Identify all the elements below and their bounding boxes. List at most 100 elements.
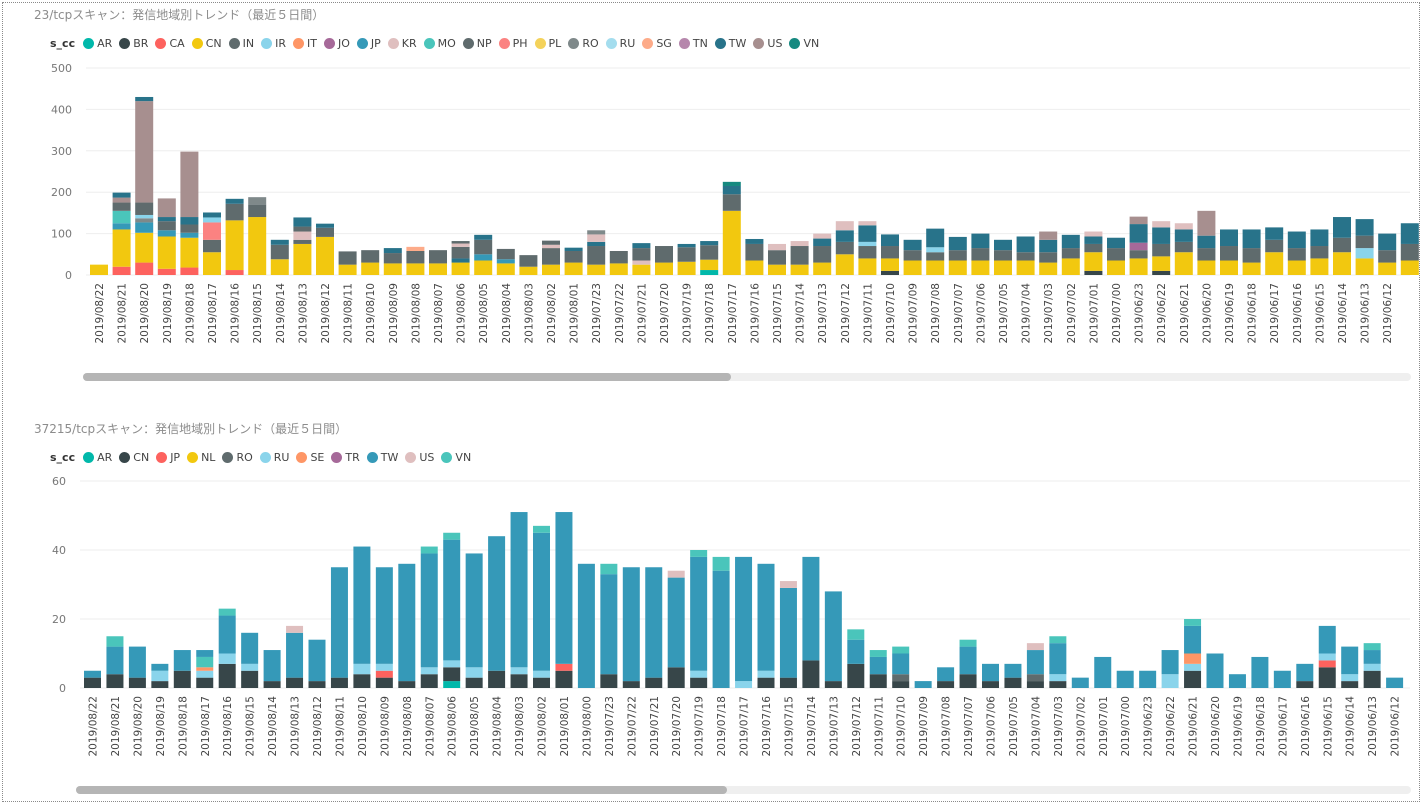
bar-stack[interactable] [248, 197, 267, 275]
bar-stack[interactable] [1084, 231, 1103, 275]
bar-stack[interactable] [609, 250, 628, 275]
bar-segment-cn[interactable] [112, 229, 131, 267]
bar-stack[interactable] [429, 250, 447, 275]
bar-segment-cn[interactable] [1039, 262, 1058, 275]
bar-stack[interactable] [1016, 236, 1035, 275]
bar-segment-cn[interactable] [677, 261, 696, 275]
bar-segment-cn[interactable] [690, 677, 708, 688]
bar-segment-tw[interactable] [1161, 650, 1179, 675]
bar-segment-jp[interactable] [112, 223, 131, 230]
bar-segment-tw[interactable] [1273, 670, 1291, 688]
bar-segment-cn[interactable] [971, 260, 990, 275]
bar-segment-np[interactable] [655, 246, 673, 263]
bar-stack[interactable] [1116, 670, 1134, 688]
bar-segment-cn[interactable] [722, 210, 741, 275]
bar-segment-cn[interactable] [1184, 670, 1202, 688]
bar-segment-tw[interactable] [1039, 239, 1058, 253]
bar-segment-sg[interactable] [406, 246, 425, 251]
bar-segment-tw[interactable] [1310, 229, 1329, 247]
bar-segment-np[interactable] [1084, 243, 1103, 253]
bar-segment-kr[interactable] [813, 233, 832, 239]
bar-segment-us[interactable] [157, 198, 176, 218]
bar-segment-br[interactable] [881, 270, 899, 275]
bar-stack[interactable] [203, 212, 221, 275]
bar-segment-cn[interactable] [361, 262, 380, 275]
bar-segment-np[interactable] [1197, 248, 1216, 261]
legend-item-jp[interactable]: JP [356, 37, 381, 50]
bar-segment-cn[interactable] [903, 260, 922, 275]
bar-segment-tw[interactable] [286, 632, 304, 678]
legend-item-ro[interactable]: RO [222, 451, 253, 464]
bar-segment-cn[interactable] [542, 264, 560, 275]
bar-stack[interactable] [1107, 237, 1125, 275]
bar-stack[interactable] [533, 525, 550, 688]
bar-segment-np[interactable] [745, 243, 764, 261]
bar-stack[interactable] [519, 255, 538, 275]
bar-stack[interactable] [712, 556, 730, 688]
bar-segment-np[interactable] [1174, 241, 1193, 253]
bar-segment-np[interactable] [677, 247, 696, 262]
bar-segment-ru[interactable] [533, 670, 550, 678]
bar-segment-cn[interactable] [180, 237, 199, 268]
bar-segment-cn[interactable] [338, 264, 357, 275]
bar-stack[interactable] [375, 567, 393, 688]
bar-segment-vn[interactable] [443, 532, 461, 540]
bar-segment-tw[interactable] [892, 653, 910, 675]
bar-segment-tw[interactable] [241, 632, 259, 664]
bar-segment-cn[interactable] [632, 264, 651, 275]
bar-segment-tw[interactable] [858, 225, 877, 242]
bar-stack[interactable] [1242, 229, 1261, 275]
bar-segment-cn[interactable] [398, 681, 416, 688]
bar-stack[interactable] [645, 567, 663, 688]
bar-segment-tw[interactable] [1206, 653, 1224, 689]
legend-item-se[interactable]: SE [296, 451, 324, 464]
bar-segment-tw[interactable] [600, 574, 618, 675]
bar-segment-cn[interactable] [959, 674, 977, 688]
bar-segment-np[interactable] [768, 250, 786, 265]
bar-stack[interactable] [330, 567, 348, 688]
bar-segment-np[interactable] [135, 202, 154, 215]
bar-segment-tw[interactable] [667, 577, 685, 668]
bar-segment-np[interactable] [451, 241, 470, 244]
bar-segment-us[interactable] [180, 151, 199, 218]
bar-stack[interactable] [600, 563, 618, 688]
bar-segment-tw[interactable] [869, 656, 887, 675]
bar-segment-ru[interactable] [353, 663, 371, 675]
bar-stack[interactable] [1296, 663, 1314, 688]
bar-segment-cn[interactable] [1318, 667, 1336, 688]
bar-segment-vn[interactable] [959, 639, 977, 647]
bar-segment-cn[interactable] [622, 681, 640, 688]
bar-stack[interactable] [994, 239, 1012, 275]
bar-segment-tw[interactable] [1197, 235, 1216, 249]
legend-item-us[interactable]: US [753, 37, 782, 50]
bar-stack[interactable] [542, 240, 560, 275]
bar-segment-tw[interactable] [84, 670, 101, 678]
bar-segment-cn[interactable] [293, 243, 312, 275]
bar-segment-cn[interactable] [286, 677, 304, 688]
bar-segment-cn[interactable] [157, 236, 176, 269]
bar-stack[interactable] [813, 233, 832, 275]
bar-stack[interactable] [84, 670, 101, 688]
bar-segment-kr[interactable] [835, 221, 854, 231]
bar-segment-np[interactable] [1242, 248, 1261, 263]
bar-segment-ru[interactable] [1341, 674, 1359, 682]
bar-segment-tw[interactable] [293, 217, 312, 227]
bar-stack[interactable] [1129, 216, 1148, 275]
bar-segment-tw[interactable] [1071, 677, 1089, 688]
bar-segment-vn[interactable] [892, 646, 910, 654]
bar-segment-tw[interactable] [263, 650, 281, 682]
bar-stack[interactable] [700, 241, 719, 275]
bar-segment-cn[interactable] [847, 663, 865, 688]
bar-segment-np[interactable] [157, 221, 176, 231]
bar-segment-tw[interactable] [1139, 670, 1157, 688]
bar-segment-tw[interactable] [1152, 227, 1171, 244]
bar-segment-in[interactable] [112, 202, 131, 211]
bar-stack[interactable] [667, 570, 685, 688]
bar-segment-np[interactable] [926, 252, 945, 261]
bar-segment-ru[interactable] [465, 667, 483, 678]
horizontal-scrollbar[interactable] [83, 373, 1411, 381]
bar-segment-vn[interactable] [196, 656, 214, 668]
bar-stack[interactable] [790, 241, 809, 275]
bar-segment-tw[interactable] [398, 563, 416, 682]
bar-stack[interactable] [1004, 663, 1022, 688]
